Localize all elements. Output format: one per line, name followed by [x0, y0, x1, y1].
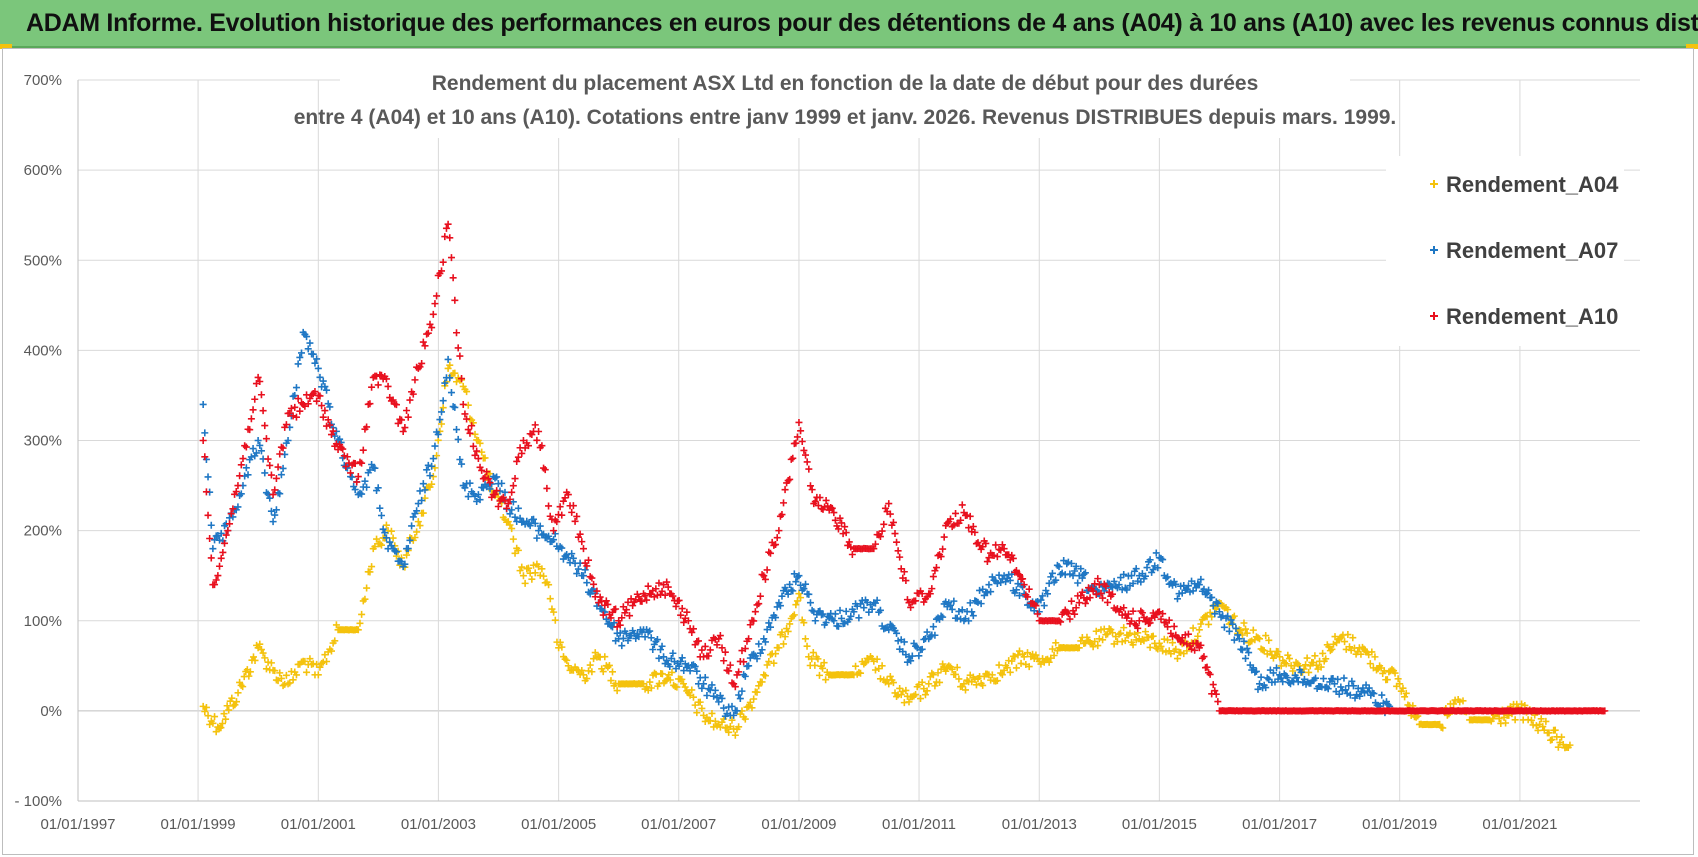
x-tick-label: 01/01/2007 — [641, 816, 716, 833]
x-tick-label: 01/01/2009 — [761, 816, 836, 833]
chart-axes: 700% 600% 500% 400% 300% 200% 100% 0% - 100% 01/0… — [14, 72, 1640, 833]
legend-marker-Rendement_A04 — [1430, 180, 1438, 188]
x-tick-label: 01/01/2003 — [401, 816, 476, 833]
y-tick-label: 0% — [40, 703, 62, 720]
y-tick-label: 300% — [24, 433, 62, 450]
x-tick-label: 01/01/2001 — [281, 816, 356, 833]
legend-label-Rendement_A07: Rendement_A07 — [1446, 238, 1618, 263]
y-tick-label: 500% — [24, 252, 62, 269]
x-tick-label: 01/01/2005 — [521, 816, 596, 833]
y-tick-label: 600% — [24, 162, 62, 179]
x-tick-label: 01/01/2015 — [1122, 816, 1197, 833]
x-tick-label: 01/01/2011 — [882, 816, 956, 833]
chart-series-layer — [199, 220, 1609, 752]
chart-frame — [2, 48, 1694, 855]
chart-legend: Rendement_A04 Rendement_A07 Rendement_A10 — [1386, 156, 1624, 346]
y-tick-label: 100% — [24, 613, 62, 630]
y-tick-label: 200% — [24, 523, 62, 540]
series-markers-Rendement_A10 — [199, 220, 1609, 715]
legend-label-Rendement_A10: Rendement_A10 — [1446, 304, 1618, 329]
series-Rendement_A07 — [199, 328, 1394, 720]
report-title: ADAM Informe. Evolution historique des p… — [26, 8, 1698, 37]
y-tick-label: 700% — [24, 72, 62, 89]
series-Rendement_A04 — [199, 361, 1574, 752]
x-tick-label: 01/01/2013 — [1002, 816, 1077, 833]
x-tick-label: 01/01/2017 — [1242, 816, 1317, 833]
chart-title-background — [340, 68, 1350, 138]
legend-background — [1386, 156, 1624, 346]
legend-marker-Rendement_A07 — [1430, 246, 1438, 254]
x-tick-label: 01/01/1999 — [161, 816, 236, 833]
chart-title-line-2: entre 4 (A04) et 10 ans (A10). Cotations… — [294, 106, 1397, 129]
series-Rendement_A10 — [199, 220, 1609, 715]
report-banner: ADAM Informe. Evolution historique des p… — [0, 0, 1698, 48]
series-markers-Rendement_A04 — [199, 361, 1574, 752]
corner-marker-top-right — [1686, 44, 1698, 49]
x-tick-label: 01/01/1997 — [40, 816, 115, 833]
x-tick-label: 01/01/2021 — [1482, 816, 1557, 833]
series-markers-Rendement_A07 — [199, 328, 1394, 720]
legend-marker-Rendement_A10 — [1430, 312, 1438, 320]
y-tick-label: - 100% — [14, 793, 62, 810]
corner-marker-top-left — [0, 44, 12, 49]
x-tick-label: 01/01/2019 — [1362, 816, 1437, 833]
chart-title-line-1: Rendement du placement ASX Ltd en foncti… — [432, 72, 1259, 95]
legend-label-Rendement_A04: Rendement_A04 — [1446, 172, 1619, 197]
y-tick-label: 400% — [24, 342, 62, 359]
